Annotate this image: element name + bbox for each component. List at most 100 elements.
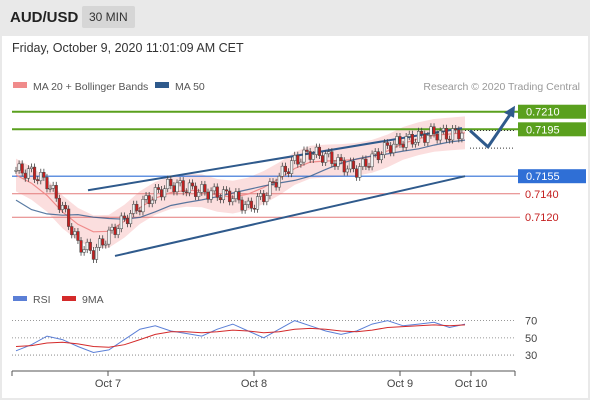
candle bbox=[94, 247, 99, 260]
candle bbox=[327, 151, 331, 155]
x-tick-label: Oct 9 bbox=[387, 378, 413, 390]
candle bbox=[76, 231, 80, 241]
candle bbox=[101, 238, 105, 246]
candle bbox=[51, 185, 55, 189]
candle bbox=[314, 146, 318, 155]
candle bbox=[420, 131, 424, 135]
candle bbox=[457, 129, 461, 140]
candle bbox=[348, 160, 352, 170]
candle bbox=[274, 182, 278, 188]
candle bbox=[181, 180, 185, 192]
candle bbox=[60, 205, 64, 210]
candle bbox=[163, 188, 167, 198]
candle bbox=[14, 170, 18, 172]
candle bbox=[147, 195, 151, 204]
candle bbox=[376, 151, 380, 161]
candle bbox=[29, 166, 34, 169]
ma20-legend-swatch bbox=[13, 82, 27, 88]
candle bbox=[389, 145, 393, 153]
level-label-resistance: 0.7210 bbox=[526, 107, 560, 119]
candle bbox=[240, 199, 244, 211]
ma50-legend-label: MA 50 bbox=[175, 81, 205, 93]
candle bbox=[435, 133, 439, 141]
candle bbox=[200, 184, 204, 193]
candle bbox=[85, 241, 89, 250]
candle bbox=[262, 193, 266, 202]
candle bbox=[308, 151, 312, 160]
candle bbox=[36, 179, 40, 182]
candle bbox=[119, 215, 123, 229]
candle bbox=[324, 153, 328, 163]
candle bbox=[364, 158, 368, 167]
candle bbox=[237, 191, 241, 201]
candle bbox=[206, 191, 210, 200]
candle bbox=[73, 231, 77, 236]
candle bbox=[367, 166, 371, 168]
candle bbox=[132, 203, 136, 214]
candle bbox=[26, 168, 30, 179]
candle bbox=[39, 172, 43, 182]
timeframe-badge[interactable]: 30 MIN bbox=[82, 6, 135, 28]
candle bbox=[178, 180, 182, 184]
candle bbox=[249, 200, 253, 209]
candle bbox=[293, 155, 297, 161]
candle bbox=[336, 157, 340, 167]
candle bbox=[317, 146, 322, 156]
candle bbox=[203, 184, 207, 193]
candle bbox=[169, 179, 173, 186]
price-chart: 0.7210 0.7195 0.7155 0.7140 0.7120 bbox=[12, 104, 586, 263]
candle bbox=[33, 166, 37, 180]
candle bbox=[451, 128, 455, 141]
level-tag-bg bbox=[518, 169, 586, 184]
candle bbox=[225, 189, 229, 192]
candle bbox=[373, 151, 377, 155]
candle bbox=[398, 136, 402, 145]
candle bbox=[404, 136, 408, 148]
candle bbox=[45, 177, 49, 190]
x-tick-label: Oct 7 bbox=[95, 378, 121, 390]
level-label-current: 0.7155 bbox=[526, 171, 560, 183]
datetime-label: Friday, October 9, 2020 11:01:09 AM CET bbox=[12, 41, 244, 55]
channel-lower bbox=[114, 175, 466, 257]
candle bbox=[299, 161, 303, 165]
candle bbox=[417, 131, 421, 143]
candle bbox=[426, 135, 430, 143]
candle bbox=[382, 142, 387, 155]
candle bbox=[321, 155, 325, 163]
candle bbox=[218, 197, 222, 201]
candle bbox=[116, 228, 120, 235]
candle bbox=[54, 185, 58, 199]
candle bbox=[138, 210, 142, 213]
candle bbox=[166, 179, 170, 189]
candle bbox=[444, 127, 448, 140]
candle bbox=[311, 154, 315, 160]
candle bbox=[286, 171, 291, 174]
candle bbox=[243, 204, 247, 211]
candle bbox=[407, 134, 411, 137]
candle bbox=[255, 196, 260, 210]
bollinger-band bbox=[16, 116, 465, 249]
level-tag-bg bbox=[518, 104, 586, 119]
candle bbox=[246, 200, 250, 205]
symbol-title: AUD/USD bbox=[10, 9, 79, 26]
candle bbox=[271, 181, 275, 183]
candle bbox=[42, 172, 46, 178]
x-tick-label: Oct 10 bbox=[455, 378, 487, 390]
candle bbox=[392, 143, 396, 153]
candle bbox=[79, 240, 83, 253]
candle bbox=[438, 130, 442, 141]
candle bbox=[358, 166, 362, 178]
candle bbox=[156, 187, 160, 190]
candle bbox=[460, 132, 464, 140]
candle bbox=[129, 213, 133, 225]
candle bbox=[57, 198, 61, 210]
candle bbox=[82, 249, 86, 253]
ma9-legend-swatch bbox=[62, 296, 76, 301]
ma20-legend-label: MA 20 + Bollinger Bands bbox=[33, 81, 148, 93]
candle bbox=[302, 149, 306, 163]
candle bbox=[296, 155, 300, 165]
candle bbox=[259, 193, 263, 197]
candle bbox=[194, 185, 198, 197]
ma50-legend-swatch bbox=[155, 82, 169, 88]
candle bbox=[228, 190, 232, 203]
